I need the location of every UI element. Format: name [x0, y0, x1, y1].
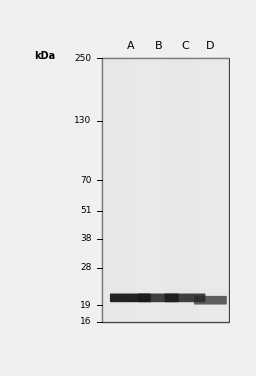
Text: 51: 51	[80, 206, 92, 215]
Bar	[134, 58, 166, 321]
FancyBboxPatch shape	[138, 294, 179, 302]
Text: 38: 38	[80, 234, 92, 243]
Text: kDa: kDa	[34, 51, 55, 61]
Text: B: B	[154, 41, 162, 51]
FancyBboxPatch shape	[165, 294, 205, 302]
Text: D: D	[206, 41, 215, 51]
Text: A: A	[126, 41, 134, 51]
Text: 19: 19	[80, 301, 92, 310]
Text: 70: 70	[80, 176, 92, 185]
FancyBboxPatch shape	[110, 294, 151, 302]
Bar	[166, 58, 198, 321]
Text: 250: 250	[74, 54, 92, 63]
Text: 16: 16	[80, 317, 92, 326]
FancyBboxPatch shape	[194, 296, 227, 305]
Text: C: C	[181, 41, 189, 51]
Text: 130: 130	[74, 116, 92, 125]
Bar	[198, 58, 229, 321]
Bar	[102, 58, 134, 321]
Text: 28: 28	[80, 264, 92, 273]
Bar	[102, 58, 229, 321]
